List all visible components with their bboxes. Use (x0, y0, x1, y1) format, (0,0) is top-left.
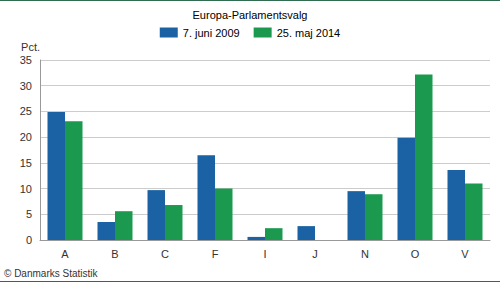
svg-text:© Danmarks Statistik: © Danmarks Statistik (4, 268, 99, 279)
svg-text:J: J (312, 248, 318, 260)
svg-text:Europa-Parlamentsvalg: Europa-Parlamentsvalg (193, 9, 308, 21)
svg-text:C: C (161, 248, 169, 260)
svg-text:Pct.: Pct. (21, 41, 40, 53)
svg-text:30: 30 (20, 80, 32, 92)
svg-text:N: N (361, 248, 369, 260)
svg-text:V: V (461, 248, 469, 260)
svg-text:5: 5 (26, 208, 32, 220)
svg-text:15: 15 (20, 157, 32, 169)
svg-text:10: 10 (20, 183, 32, 195)
svg-text:35: 35 (20, 54, 32, 66)
svg-text:O: O (411, 248, 420, 260)
svg-text:7. juni 2009: 7. juni 2009 (183, 27, 240, 39)
svg-text:0: 0 (26, 234, 32, 246)
svg-text:B: B (111, 248, 118, 260)
svg-text:25. maj 2014: 25. maj 2014 (277, 27, 341, 39)
svg-text:20: 20 (20, 131, 32, 143)
svg-text:I: I (263, 248, 266, 260)
svg-text:F: F (212, 248, 219, 260)
svg-text:25: 25 (20, 105, 32, 117)
svg-text:A: A (61, 248, 69, 260)
